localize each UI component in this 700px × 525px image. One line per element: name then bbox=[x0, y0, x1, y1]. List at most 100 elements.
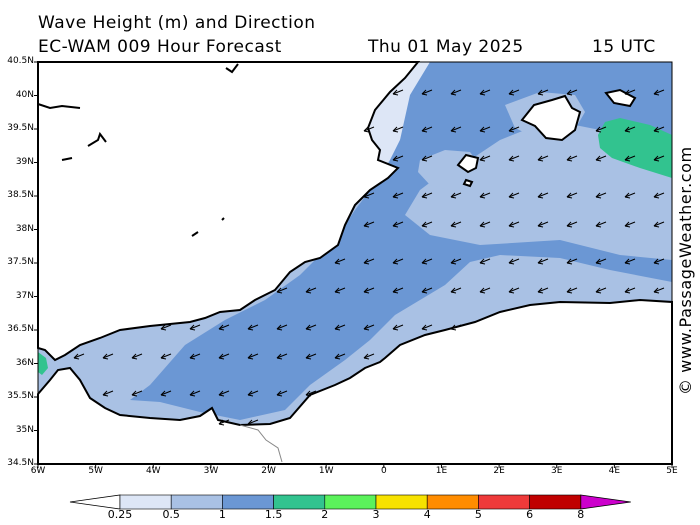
wave-direction-arrow bbox=[653, 126, 665, 133]
wave-direction-arrow bbox=[537, 192, 549, 199]
wave-direction-arrow bbox=[334, 287, 346, 294]
wave-direction-arrow bbox=[479, 287, 491, 294]
wave-direction-arrow bbox=[218, 324, 230, 331]
colorbar-label: 1.5 bbox=[264, 508, 283, 521]
menorca-island bbox=[604, 88, 637, 108]
wave-direction-arrow bbox=[508, 258, 520, 265]
colorbar-label: 4 bbox=[423, 508, 431, 521]
latitude-label: 38N bbox=[15, 223, 34, 234]
map-ticks bbox=[34, 61, 673, 468]
wave-zone-high-east bbox=[598, 118, 672, 178]
wave-direction-arrow bbox=[363, 258, 375, 265]
wave-direction-arrow bbox=[334, 353, 346, 360]
wave-direction-arrow bbox=[189, 324, 201, 331]
wave-direction-arrow bbox=[131, 353, 143, 360]
wave-direction-arrow bbox=[479, 192, 491, 199]
wave-direction-arrow bbox=[566, 221, 578, 228]
wave-direction-arrow bbox=[450, 221, 462, 228]
wave-direction-arrow bbox=[305, 287, 317, 294]
wave-direction-arrow bbox=[305, 390, 317, 397]
longitude-label: 1E bbox=[435, 466, 448, 476]
wave-direction-arrow bbox=[276, 390, 288, 397]
longitude-label: 3W bbox=[203, 466, 219, 476]
forecast-date: Thu 01 May 2025 bbox=[368, 37, 524, 57]
longitude-label: 2E bbox=[493, 466, 505, 476]
wave-direction-arrow bbox=[537, 221, 549, 228]
latitude-label: 36.5N bbox=[7, 324, 34, 334]
wave-direction-arrow bbox=[508, 126, 520, 133]
colorbar-segment bbox=[222, 494, 274, 510]
wave-direction-arrow bbox=[479, 89, 491, 96]
iberia-land bbox=[37, 61, 421, 362]
wave-direction-arrow bbox=[276, 353, 288, 360]
wave-direction-arrow bbox=[624, 155, 636, 162]
latitude-label: 34.5N bbox=[7, 458, 34, 468]
wave-direction-arrow bbox=[508, 287, 520, 294]
wave-direction-arrow bbox=[653, 287, 665, 294]
wave-direction-arrow bbox=[334, 324, 346, 331]
colorbar-label: 3 bbox=[372, 508, 380, 521]
wave-direction-arrow bbox=[624, 221, 636, 228]
colorbar-segment bbox=[426, 494, 479, 510]
wave-direction-arrow bbox=[450, 324, 462, 331]
colorbar-high-tail bbox=[580, 494, 631, 510]
wave-direction-arrow bbox=[450, 192, 462, 199]
wave-direction-arrow bbox=[421, 324, 433, 331]
map-title: Wave Height (m) and Direction bbox=[38, 13, 316, 33]
wave-direction-arrow bbox=[479, 126, 491, 133]
colorbar-label: 2 bbox=[321, 508, 329, 521]
wave-direction-arrow bbox=[653, 221, 665, 228]
wave-direction-arrow bbox=[218, 353, 230, 360]
wave-direction-arrow bbox=[653, 258, 665, 265]
border-line bbox=[239, 424, 283, 463]
wave-direction-arrow bbox=[189, 353, 201, 360]
wave-direction-arrow bbox=[160, 353, 172, 360]
wave-direction-arrow bbox=[595, 258, 607, 265]
wave-direction-arrow bbox=[566, 89, 578, 96]
longitude-label: 5W bbox=[88, 466, 103, 476]
wave-direction-arrow bbox=[421, 287, 433, 294]
wave-direction-arrow bbox=[566, 192, 578, 199]
wave-direction-arrow bbox=[305, 324, 317, 331]
colorbar-label: 6 bbox=[526, 508, 534, 521]
longitude-label: 4W bbox=[145, 466, 161, 476]
latitude-label: 38.5N bbox=[7, 190, 34, 200]
wave-direction-arrow bbox=[595, 221, 607, 228]
latitude-label: 35N bbox=[15, 424, 34, 435]
latitude-label: 35.5N bbox=[7, 391, 34, 401]
wave-direction-arrow bbox=[508, 192, 520, 199]
colorbar-segment bbox=[170, 494, 223, 510]
latitude-label: 39.5N bbox=[7, 123, 34, 133]
wave-direction-arrow bbox=[595, 126, 607, 133]
wave-direction-arrow bbox=[334, 258, 346, 265]
wave-zone-high-strait bbox=[38, 352, 48, 375]
colorbar-label: 8 bbox=[577, 508, 585, 521]
wave-direction-arrow bbox=[595, 155, 607, 162]
wave-direction-arrow bbox=[653, 155, 665, 162]
longitude-label: 4E bbox=[608, 466, 621, 476]
wave-direction-arrow bbox=[363, 192, 375, 199]
latitude-label: 36N bbox=[15, 357, 34, 368]
inland-coast-feature bbox=[37, 63, 239, 237]
colorbar-segment bbox=[119, 494, 172, 510]
colorbar-segment bbox=[478, 494, 530, 510]
wave-direction-arrow bbox=[595, 192, 607, 199]
wave-direction-arrow bbox=[189, 390, 201, 397]
wave-direction-arrow bbox=[160, 390, 172, 397]
latitude-label: 40N bbox=[15, 89, 34, 100]
colorbar-label: 0.5 bbox=[162, 508, 180, 521]
wave-direction-arrow bbox=[421, 126, 433, 133]
ibiza-island bbox=[456, 153, 480, 188]
wave-direction-arrow bbox=[624, 126, 636, 133]
mallorca-island bbox=[520, 94, 582, 142]
colorbar-segment bbox=[273, 494, 326, 510]
longitude-label: 1W bbox=[318, 466, 334, 476]
wave-direction-arrow bbox=[537, 287, 549, 294]
latitude-label: 37.5N bbox=[7, 257, 34, 267]
wave-direction-arrow bbox=[595, 287, 607, 294]
longitude-label: 6W bbox=[30, 466, 46, 476]
longitude-label: 0 bbox=[380, 466, 387, 476]
wave-direction-arrow bbox=[392, 155, 404, 162]
colorbar-label: 0.25 bbox=[107, 508, 133, 521]
